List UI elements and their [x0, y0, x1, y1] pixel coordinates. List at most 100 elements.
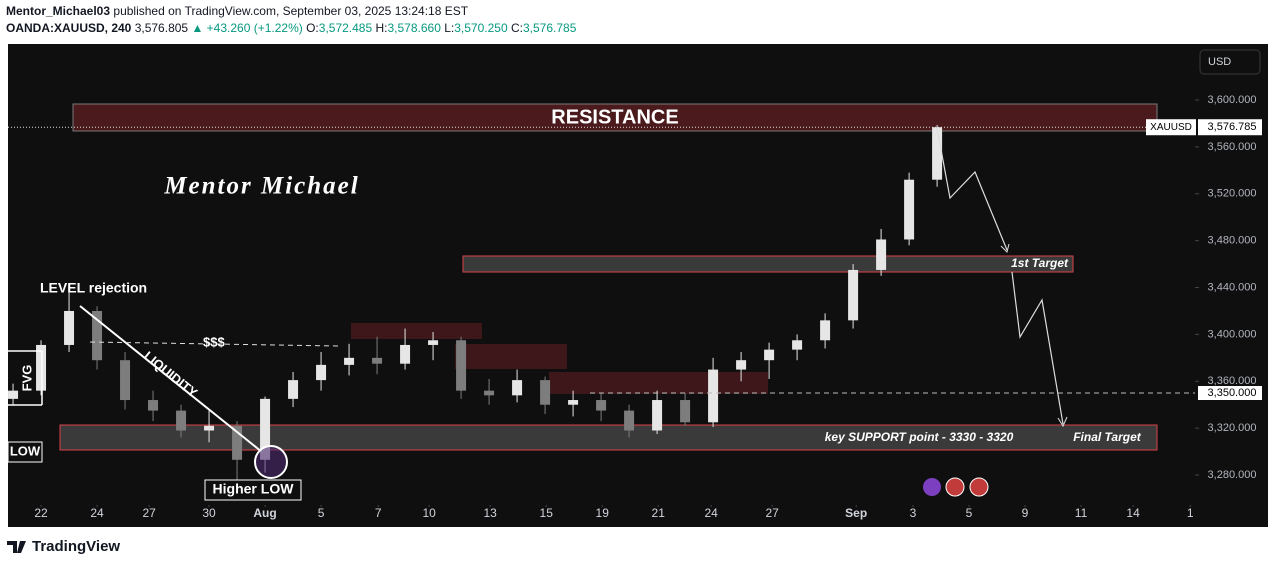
candle-body — [64, 310, 75, 345]
y-tick-label: 3,560.000 — [1208, 141, 1257, 153]
currency: USD — [1208, 56, 1231, 68]
candle-body — [932, 127, 943, 180]
y-tick-label: 3,520.000 — [1208, 188, 1257, 200]
candle-body — [288, 380, 299, 399]
low: LOW — [10, 443, 41, 458]
x-tick-label: 21 — [652, 506, 666, 520]
x-tick-label: 11 — [1075, 506, 1088, 520]
candles — [8, 125, 943, 481]
candle-body — [372, 357, 383, 364]
open-label: O: — [306, 21, 319, 35]
resistance-zone — [72, 103, 1158, 132]
candle-body — [260, 398, 271, 460]
candle-body — [456, 340, 467, 391]
level-tag — [1198, 386, 1262, 401]
low-box — [7, 441, 43, 463]
higher-low-box — [204, 479, 302, 501]
x-tick-label: 10 — [422, 506, 436, 520]
x-tick-label: 13 — [484, 506, 498, 520]
y-tick-label: 3,400.000 — [1208, 328, 1257, 340]
quote-line: OANDA:XAUUSD, 240 3,576.805 ▲ +43.260 (+… — [6, 21, 577, 35]
close-label: C: — [511, 21, 523, 35]
candle-body — [596, 400, 607, 411]
candle-body — [512, 380, 523, 396]
author: Mentor_Michael03 — [6, 4, 110, 18]
candle-body — [400, 344, 411, 364]
candle-body — [316, 364, 327, 381]
x-tick-label: 30 — [202, 506, 216, 520]
higher-low-circle — [254, 445, 288, 479]
x-tick-label: 22 — [34, 506, 48, 520]
candle-body — [148, 400, 159, 411]
x-tick-label: 5 — [318, 506, 325, 520]
y-tick-label: 3,360.000 — [1208, 375, 1257, 387]
fvg: FVG — [19, 365, 34, 392]
higher-low: Higher LOW — [213, 481, 295, 497]
event-icon[interactable] — [945, 477, 965, 497]
candle-body — [484, 390, 495, 396]
header: Mentor_Michael03 published on TradingVie… — [6, 4, 469, 18]
price-tag-label: 3,576.785 — [1208, 121, 1257, 133]
level-label: 3,350.000 — [1208, 387, 1257, 399]
candle-body — [792, 340, 803, 350]
y-tick-label: 3,440.000 — [1208, 281, 1257, 293]
x-tick-label: 7 — [375, 506, 382, 520]
open: 3,572.485 — [319, 21, 373, 35]
event-icon[interactable] — [969, 477, 989, 497]
high-label: H: — [376, 21, 388, 35]
last: 3,576.805 — [135, 21, 189, 35]
arrow-head — [1057, 416, 1068, 428]
candle-body — [708, 369, 719, 423]
symbol: OANDA:XAUUSD, 240 — [6, 21, 132, 35]
support-zone — [59, 424, 1158, 451]
dollars: $$$ — [203, 334, 225, 349]
x-tick-label: 24 — [90, 506, 104, 520]
candle-body — [652, 400, 663, 431]
close: 3,576.785 — [523, 21, 577, 35]
candle-body — [120, 360, 131, 401]
logo — [7, 541, 26, 553]
y-tick-label: 3,480.000 — [1208, 235, 1257, 247]
candle-body — [176, 410, 187, 431]
candle-body — [204, 425, 215, 431]
price-tag — [1198, 119, 1262, 136]
y-tick-label: 3,280.000 — [1208, 469, 1257, 481]
symbol-tag-label: XAUUSD — [1150, 122, 1192, 133]
candle-body — [428, 340, 439, 345]
candle-body — [680, 400, 691, 423]
support-label: key SUPPORT point - 3330 - 3320 — [825, 430, 1014, 444]
x-tick-label: 1 — [1187, 506, 1194, 520]
resistance-label: RESISTANCE — [551, 106, 678, 128]
candle-body — [624, 410, 635, 431]
projection-arrow — [936, 127, 1008, 251]
x-tick-label: 5 — [966, 506, 973, 520]
x-tick-label: 19 — [596, 506, 610, 520]
candle-body — [36, 344, 47, 391]
fvg-bracket — [8, 350, 43, 406]
x-tick-label: 14 — [1126, 506, 1140, 520]
candle-body — [848, 269, 859, 321]
candle-body — [820, 320, 831, 341]
change: +43.260 (+1.22%) — [207, 21, 303, 35]
final-target: Final Target — [1073, 430, 1142, 444]
candle-body — [736, 360, 747, 370]
candle-body — [344, 357, 355, 365]
target-zone — [462, 255, 1074, 273]
level-rejection: LEVEL rejection — [40, 280, 147, 296]
candle-body — [92, 310, 103, 361]
event-icon[interactable] — [923, 478, 941, 496]
currency-button[interactable] — [1199, 49, 1261, 75]
x-tick-label: 27 — [142, 506, 156, 520]
y-tick-label: 3,320.000 — [1208, 422, 1257, 434]
y-tick-label: 3,600.000 — [1208, 94, 1257, 106]
projection-arrow — [1011, 271, 1064, 425]
candle-body — [568, 400, 579, 405]
candle-body — [232, 425, 243, 460]
x-tick-label: 15 — [540, 506, 554, 520]
low-label: L: — [444, 21, 454, 35]
arrow: ▲ — [191, 21, 203, 35]
candle-body — [904, 179, 915, 240]
x-tick-label: 24 — [704, 506, 718, 520]
x-tick-label: Sep — [845, 506, 867, 520]
